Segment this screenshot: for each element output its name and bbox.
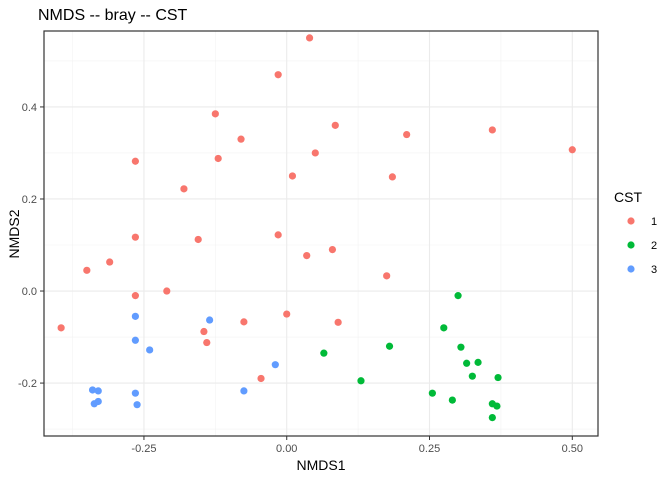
y-tick-label: 0.0 [22, 286, 37, 298]
data-point-cst-2 [448, 396, 456, 404]
data-point-cst-1 [240, 318, 248, 326]
data-point-cst-1 [257, 374, 265, 383]
data-point-cst-1 [568, 146, 576, 154]
data-point-cst-2 [474, 358, 482, 366]
data-point-cst-1 [131, 233, 139, 241]
data-point-cst-2 [488, 413, 496, 422]
legend-title: CST [614, 189, 642, 205]
data-point-cst-1 [403, 130, 411, 139]
axis-ticks: -0.25 0.00 0.25 0.50 -0.2 0.0 0.2 0.4 [18, 102, 583, 455]
data-point-cst-2 [320, 349, 328, 357]
x-tick-label: -0.25 [131, 443, 156, 455]
data-point-cst-2 [457, 343, 465, 351]
legend-label-3: 3 [651, 264, 657, 276]
data-point-cst-1 [334, 318, 342, 326]
data-point-cst-3 [131, 336, 139, 344]
chart-title: NMDS -- bray -- CST [38, 7, 188, 24]
plot-panel [44, 31, 598, 436]
data-point-cst-1 [180, 185, 188, 193]
legend: CST 1 2 3 [614, 189, 657, 276]
data-point-cst-2 [493, 402, 501, 410]
data-point-cst-1 [331, 121, 339, 129]
data-point-cst-3 [271, 361, 279, 369]
data-point-cst-1 [288, 172, 297, 180]
data-points [57, 34, 576, 422]
data-point-cst-1 [274, 71, 282, 79]
data-point-cst-3 [94, 387, 102, 395]
data-point-cst-3 [206, 316, 214, 324]
data-point-cst-2 [494, 373, 502, 382]
x-tick-label: 0.00 [276, 443, 297, 455]
x-tick-label: 0.25 [419, 443, 440, 455]
data-point-cst-1 [211, 110, 219, 118]
data-point-cst-3 [131, 389, 139, 397]
legend-key-3 [627, 265, 635, 273]
data-point-cst-2 [454, 292, 462, 300]
data-point-cst-3 [240, 387, 248, 395]
data-point-cst-1 [131, 292, 139, 300]
x-tick-label: 0.50 [562, 443, 583, 455]
legend-label-2: 2 [651, 240, 657, 252]
data-point-cst-3 [131, 312, 139, 320]
data-point-cst-1 [488, 126, 496, 134]
data-point-cst-2 [428, 389, 436, 397]
data-point-cst-1 [106, 258, 114, 266]
data-point-cst-3 [90, 400, 98, 408]
plot-border [43, 30, 599, 437]
data-point-cst-1 [200, 327, 208, 336]
legend-key-2 [627, 241, 635, 249]
data-point-cst-1 [328, 246, 337, 254]
data-point-cst-1 [214, 154, 222, 163]
data-point-cst-1 [237, 135, 245, 143]
data-point-cst-1 [303, 251, 311, 260]
data-point-cst-1 [388, 173, 396, 181]
y-tick-label: -0.2 [18, 378, 37, 390]
data-point-cst-1 [163, 287, 171, 295]
x-axis-title: NMDS1 [296, 457, 345, 473]
data-point-cst-1 [203, 338, 211, 347]
data-point-cst-1 [283, 310, 291, 318]
data-point-cst-1 [274, 231, 282, 239]
data-point-cst-1 [57, 324, 65, 332]
data-point-cst-3 [146, 346, 154, 354]
data-point-cst-1 [383, 272, 391, 280]
data-point-cst-2 [440, 324, 448, 332]
data-point-cst-1 [311, 149, 319, 157]
legend-key-1 [627, 217, 635, 225]
data-point-cst-2 [385, 342, 394, 350]
data-point-cst-2 [463, 359, 471, 367]
legend-label-1: 1 [651, 216, 657, 228]
data-point-cst-2 [357, 377, 365, 385]
data-point-cst-1 [194, 235, 202, 244]
data-point-cst-2 [468, 372, 476, 380]
y-tick-label: 0.4 [22, 102, 37, 114]
data-point-cst-1 [83, 266, 91, 274]
data-point-cst-3 [88, 386, 97, 394]
y-tick-label: 0.2 [22, 194, 37, 206]
data-point-cst-1 [131, 157, 139, 165]
data-point-cst-3 [133, 401, 141, 409]
data-point-cst-1 [305, 34, 314, 42]
y-axis-title: NMDS2 [6, 209, 22, 258]
